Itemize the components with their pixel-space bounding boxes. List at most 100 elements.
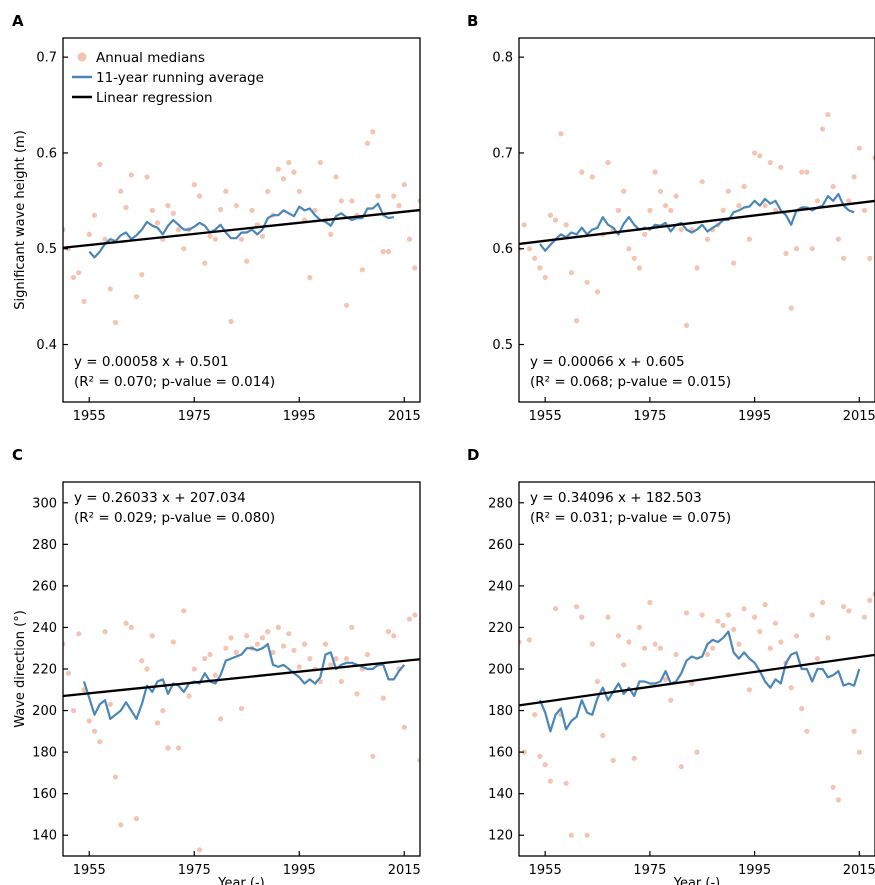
x-tick-label: 1995 [283, 863, 316, 878]
y-tick-label: 140 [488, 787, 513, 802]
panel-label-b: B [467, 12, 478, 30]
scatter-point [725, 612, 732, 618]
scatter-point [123, 620, 129, 626]
scatter-point [280, 643, 287, 649]
y-tick-label: 160 [32, 787, 57, 802]
scatter-point [851, 174, 857, 180]
scatter-point [652, 169, 658, 175]
regression-equation: y = 0.00058 x + 0.501 [74, 354, 229, 370]
legend-scatter-marker [77, 52, 87, 62]
scatter-point [97, 739, 103, 745]
plot-area [519, 112, 875, 328]
scatter-point [642, 231, 648, 237]
scatter-point [762, 602, 768, 608]
scatter-point [223, 188, 229, 194]
scatter-point [270, 649, 276, 656]
regression-line [63, 208, 420, 249]
scatter-point [370, 753, 376, 759]
scatter-point [181, 246, 187, 252]
scatter-point [830, 183, 836, 190]
scatter-point [123, 204, 129, 211]
scatter-point [678, 764, 684, 770]
y-tick-label: 240 [32, 621, 57, 636]
scatter-point [86, 718, 92, 724]
running-average-line [88, 202, 395, 259]
scatter-point [783, 250, 789, 257]
scatter-point [202, 260, 208, 266]
scatter-point [663, 203, 669, 209]
scatter-point [867, 597, 873, 604]
panel-b: B 1955 1975 1995 2015 0.5 0.6 0.7 0.8 y = 0.00066… [467, 12, 875, 424]
scatter-point [710, 645, 716, 651]
scatter-point [584, 279, 590, 285]
scatter-point [107, 701, 113, 707]
scatter-point [76, 631, 82, 637]
scatter-point [526, 637, 533, 643]
y-tick-label: 0.8 [492, 51, 513, 66]
scatter-point [804, 169, 810, 175]
scatter-point [553, 606, 559, 612]
scatter-point [856, 145, 862, 151]
scatter-point [328, 231, 334, 237]
scatter-point [846, 198, 852, 204]
scatter-point [694, 749, 700, 755]
scatter-point [391, 633, 397, 639]
x-tick-label: 1975 [178, 409, 211, 424]
scatter-point [778, 164, 784, 170]
y-tick-label: 300 [32, 496, 57, 511]
scatter-point [149, 633, 155, 639]
scatter-point [107, 286, 113, 292]
y-tick-label: 0.7 [36, 51, 57, 66]
scatter-point [301, 641, 308, 647]
scatter-point [668, 207, 674, 213]
scatter-point [720, 207, 726, 213]
scatter-point [851, 728, 857, 734]
scatter-point [343, 656, 350, 662]
y-tick-label: 0.5 [492, 338, 513, 353]
scatter-point [333, 174, 339, 180]
y-tick-label: 260 [488, 538, 513, 553]
y-tick-label: 0.5 [36, 242, 57, 257]
scatter-point [244, 633, 250, 639]
running-average-line [539, 193, 855, 252]
x-tick-label: 1955 [73, 863, 106, 878]
scatter-point [647, 207, 653, 213]
scatter-point [532, 255, 538, 261]
scatter-point [757, 153, 763, 159]
scatter-point [563, 222, 569, 228]
scatter-point [736, 641, 742, 647]
scatter-point [254, 641, 260, 647]
scatter-point [291, 647, 297, 653]
y-axis-label: Significant wave height (m) [13, 130, 28, 310]
scatter-point [207, 233, 213, 239]
scatter-point [349, 198, 355, 204]
scatter-point [636, 624, 643, 631]
scatter-point [678, 227, 684, 233]
y-tick-label: 180 [488, 704, 513, 719]
scatter-point [589, 641, 595, 647]
scatter-point [364, 140, 371, 146]
scatter-point [542, 274, 548, 281]
scatter-point [223, 645, 229, 651]
axes-frame [518, 37, 875, 403]
scatter-point [699, 179, 705, 185]
scatter-point [175, 745, 182, 751]
scatter-point [160, 708, 166, 714]
scatter-point [406, 236, 413, 242]
scatter-point [128, 624, 134, 631]
scatter-point [725, 188, 732, 194]
scatter-point [338, 678, 344, 685]
scatter-point [521, 222, 527, 228]
scatter-point [65, 670, 71, 676]
scatter-point [244, 258, 250, 264]
y-tick-label: 120 [488, 829, 513, 844]
scatter-point [412, 612, 418, 618]
scatter-point [91, 212, 98, 218]
scatter-point [259, 635, 266, 641]
scatter-point [265, 188, 271, 194]
scatter-point [391, 193, 397, 199]
scatter-point [202, 656, 208, 662]
x-tick-label: 2015 [388, 863, 421, 878]
scatter-point [149, 207, 155, 213]
